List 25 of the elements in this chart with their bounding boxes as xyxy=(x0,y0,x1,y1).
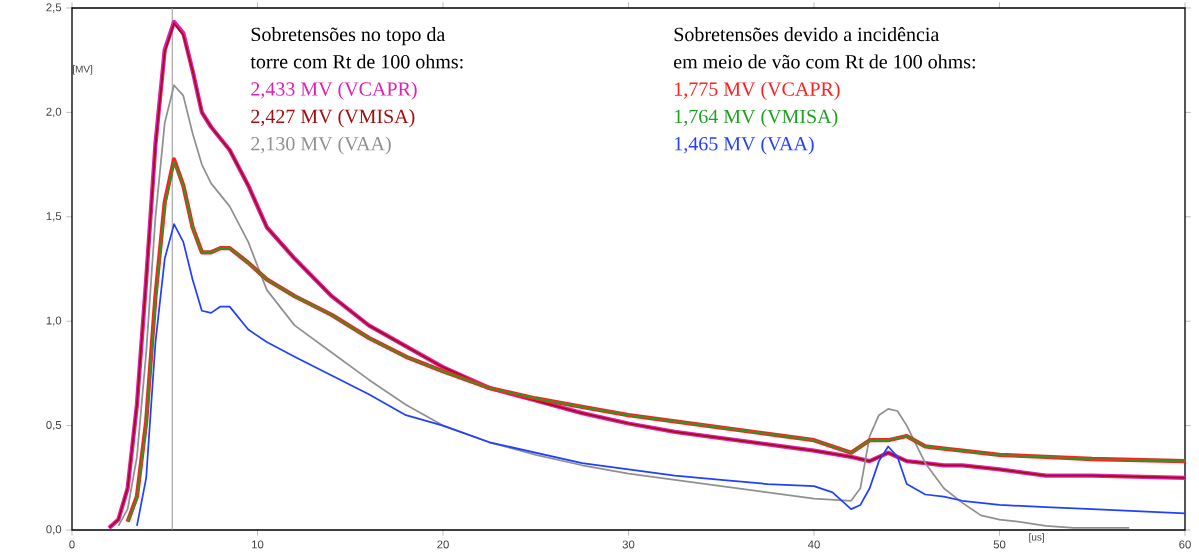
annotation: Sobretensões no topo da xyxy=(251,27,446,46)
annotation: torre com Rt de 100 ohms: xyxy=(250,54,463,69)
text: 2,433 MV (VCAPR) xyxy=(251,81,417,100)
x-tick-label: 20 xyxy=(437,540,449,549)
text: 1,465 MV (VAA) xyxy=(675,136,814,155)
y-tick-label: 2,5 xyxy=(46,3,62,13)
text: 2,130 MV (VAA) xyxy=(251,136,391,155)
x-axis-title: [us] xyxy=(1029,533,1044,543)
y-tick-label: 2,0 xyxy=(46,107,62,118)
text: 1,775 MV (VCAPR) xyxy=(675,81,840,100)
x-tick-label: 10 xyxy=(252,540,264,549)
annotation: Sobretensões devido a incidência xyxy=(674,27,940,42)
x-tick-label: 0 xyxy=(69,540,75,549)
x-tick-label: 40 xyxy=(807,540,820,549)
annotation: em meio de vão com Rt de 100 ohms: xyxy=(674,54,975,69)
x-tick-label: 50 xyxy=(993,540,1006,549)
y-tick-label: 0,0 xyxy=(46,525,62,535)
series-label: 2,427 MV (VMISA) xyxy=(251,109,415,128)
x-tick-label: 30 xyxy=(622,540,635,549)
x-tick-label: 60 xyxy=(1179,540,1191,549)
y-tick-label: 1,0 xyxy=(46,316,62,326)
y-tick-label: 0,5 xyxy=(46,420,62,431)
text: 1,764 MV (VMISA) xyxy=(675,109,838,128)
y-tick-label: 1,5 xyxy=(46,212,62,222)
y-axis-title: [MV] xyxy=(72,65,93,75)
